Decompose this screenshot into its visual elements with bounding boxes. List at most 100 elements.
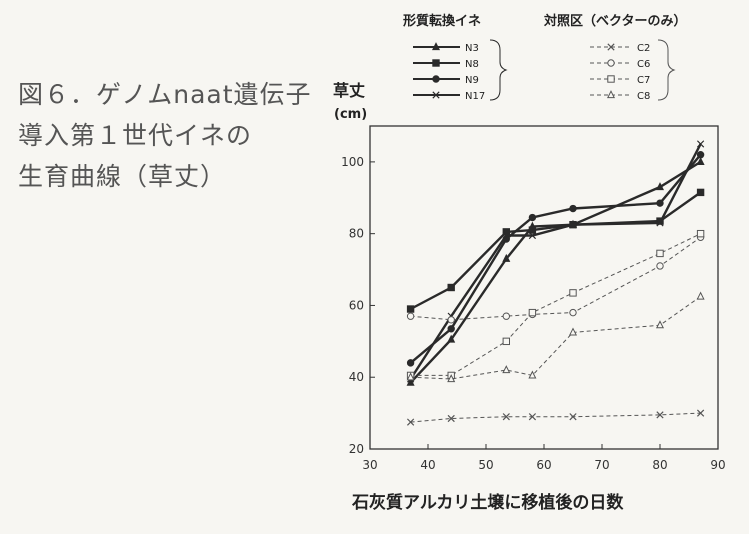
legend-group2-title: 対照区（ベクターのみ） bbox=[543, 13, 686, 29]
y-tick-label: 100 bbox=[341, 155, 364, 169]
data-point-n8 bbox=[406, 305, 415, 313]
data-point-n8 bbox=[528, 226, 537, 234]
data-point-n17 bbox=[656, 219, 664, 227]
x-tick-label: 90 bbox=[710, 458, 725, 472]
series-c2 bbox=[406, 409, 705, 426]
legend-item-c7: C7 bbox=[590, 75, 650, 86]
x-tick-label: 50 bbox=[478, 458, 493, 472]
data-point-c8 bbox=[447, 374, 456, 383]
data-point-n17 bbox=[696, 140, 705, 148]
data-point-n17 bbox=[502, 231, 510, 240]
caption-line-1: 図６．ゲノムnaat遺伝子 bbox=[18, 80, 312, 109]
series-n17 bbox=[406, 140, 705, 383]
data-point-c8 bbox=[406, 372, 415, 381]
legend-bracket-2 bbox=[657, 39, 676, 101]
legend-label: N3 bbox=[465, 43, 479, 54]
legend-item-n3: N3 bbox=[413, 42, 479, 54]
data-point-n9 bbox=[528, 213, 537, 222]
chart-axes: 30 40 50 60 70 80 90 20 40 60 80 100 bbox=[341, 125, 726, 472]
series-c6 bbox=[406, 233, 705, 324]
data-point-n8 bbox=[696, 188, 705, 197]
legend-item-c8: C8 bbox=[590, 90, 650, 102]
series-line-n17 bbox=[409, 143, 702, 380]
data-point-n17 bbox=[569, 221, 577, 229]
legend-label: C7 bbox=[637, 75, 650, 86]
legend-marker bbox=[431, 42, 441, 51]
legend-label: C2 bbox=[637, 43, 650, 54]
legend-marker bbox=[607, 43, 615, 51]
series-c7 bbox=[406, 229, 705, 380]
legend-item-n17: N17 bbox=[413, 91, 485, 102]
data-point-c8 bbox=[568, 327, 578, 336]
data-point-c8 bbox=[655, 320, 665, 329]
data-point-c2 bbox=[447, 414, 455, 423]
chart-series bbox=[406, 140, 705, 426]
y-tick-label: 60 bbox=[349, 298, 364, 312]
data-point-c2 bbox=[502, 413, 510, 421]
legend-marker bbox=[432, 75, 440, 83]
legend-marker bbox=[606, 90, 616, 99]
legend-item-c2: C2 bbox=[590, 43, 650, 54]
series-line-c8 bbox=[410, 296, 701, 380]
chart-legend: 形質転換イネ 対照区（ベクターのみ） N3 N8 N9 N17 C2 C6 C7 C8 bbox=[403, 13, 686, 102]
data-point-c2 bbox=[569, 413, 577, 421]
data-point-n9 bbox=[447, 325, 455, 333]
legend-marker bbox=[432, 59, 440, 67]
data-point-c2 bbox=[528, 413, 537, 421]
data-point-c6 bbox=[656, 262, 664, 270]
figure-caption: 図６．ゲノムnaat遺伝子 導入第１世代イネの 生育曲線（草丈） bbox=[18, 74, 312, 197]
data-point-c6 bbox=[569, 308, 577, 317]
x-tick-label: 70 bbox=[594, 458, 609, 472]
y-tick-label: 80 bbox=[349, 227, 364, 241]
plot-frame bbox=[369, 125, 719, 450]
data-point-n9 bbox=[406, 359, 415, 367]
x-tick-label: 60 bbox=[536, 458, 551, 472]
data-point-n3 bbox=[655, 182, 665, 191]
data-point-c8 bbox=[502, 365, 511, 374]
data-point-n3 bbox=[502, 253, 511, 262]
data-point-n9 bbox=[656, 199, 664, 207]
data-point-c6 bbox=[447, 316, 455, 324]
caption-line-2: 導入第１世代イネの bbox=[18, 121, 253, 150]
legend-group1-title: 形質転換イネ bbox=[403, 13, 481, 29]
data-point-c2 bbox=[696, 409, 705, 417]
x-tick-label: 40 bbox=[420, 458, 435, 472]
data-point-n8 bbox=[502, 228, 511, 236]
data-point-c7 bbox=[569, 289, 577, 297]
data-point-c7 bbox=[502, 337, 511, 346]
data-point-n8 bbox=[447, 283, 455, 292]
y-tick-label: 40 bbox=[349, 370, 364, 384]
legend-item-n9: N9 bbox=[413, 75, 479, 86]
y-axis-unit: (cm) bbox=[334, 107, 367, 122]
data-point-c7 bbox=[656, 249, 664, 258]
x-tick-label: 30 bbox=[362, 458, 377, 472]
legend-label: C8 bbox=[637, 91, 650, 102]
series-line-c6 bbox=[410, 236, 701, 321]
legend-marker bbox=[607, 59, 615, 67]
series-line-n9 bbox=[409, 153, 702, 364]
legend-item-n8: N8 bbox=[413, 59, 479, 70]
legend-marker bbox=[432, 91, 440, 99]
legend-marker bbox=[607, 75, 615, 83]
legend-label: N8 bbox=[465, 59, 479, 70]
caption-line-3: 生育曲線（草丈） bbox=[18, 162, 227, 191]
data-point-c2 bbox=[656, 411, 664, 419]
data-point-c7 bbox=[528, 308, 537, 317]
data-point-n9 bbox=[696, 151, 705, 159]
data-point-n3 bbox=[406, 377, 415, 386]
legend-bracket-1 bbox=[489, 39, 508, 101]
data-point-c8 bbox=[696, 291, 705, 300]
legend-label: C6 bbox=[637, 59, 650, 70]
series-c8 bbox=[406, 291, 705, 383]
data-point-n3 bbox=[696, 156, 705, 165]
legend-item-c6: C6 bbox=[590, 59, 650, 70]
data-point-c6 bbox=[502, 312, 510, 320]
legend-label: N9 bbox=[465, 75, 479, 86]
x-tick-label: 80 bbox=[652, 458, 667, 472]
data-point-c2 bbox=[406, 418, 415, 426]
y-axis-title: 草丈 bbox=[333, 81, 365, 100]
x-axis-title: 石灰質アルカリ土壌に移植後の日数 bbox=[351, 492, 624, 513]
data-point-n9 bbox=[569, 204, 577, 213]
data-point-c8 bbox=[528, 370, 537, 379]
